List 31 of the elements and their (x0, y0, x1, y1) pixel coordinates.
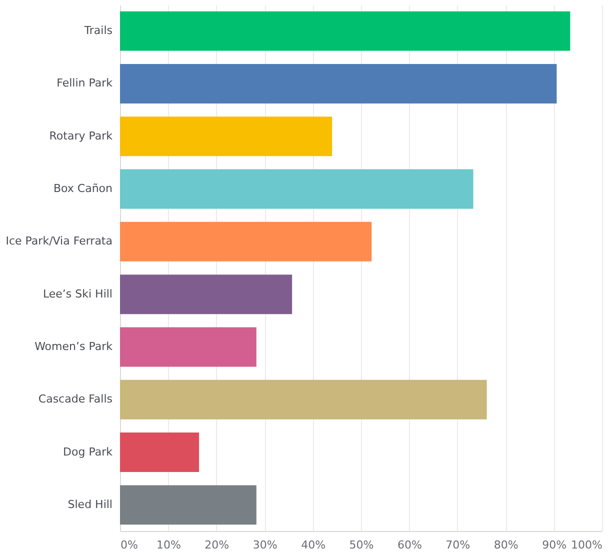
bar (120, 116, 332, 156)
y-tick-label: Cascade Falls (38, 392, 113, 406)
bar (120, 11, 570, 51)
y-tick-label: Ice Park/Via Ferrata (6, 234, 112, 248)
y-tick-label: Box Cañon (53, 182, 113, 196)
y-tick-label: Sled Hill (68, 498, 112, 511)
x-tick-label: 40% (301, 538, 326, 552)
x-tick-label: 80% (494, 538, 518, 552)
y-tick-label: Dog Park (63, 445, 114, 458)
bar (120, 64, 557, 104)
bar (120, 222, 372, 262)
x-tick-label: 90% (542, 538, 567, 552)
x-tick-label: 0% (120, 538, 138, 552)
x-tick-label: 50% (349, 538, 374, 552)
x-tick-label: 100% (571, 538, 602, 552)
y-tick-label: Lee’s Ski Hill (42, 287, 112, 300)
y-tick-label: Trails (83, 24, 113, 38)
y-tick-label: Fellin Park (56, 76, 114, 90)
bar (120, 432, 200, 472)
x-tick-label: 30% (252, 538, 278, 552)
bar (120, 169, 474, 209)
x-tick-label: 60% (397, 538, 422, 552)
x-tick-label: 20% (204, 538, 230, 552)
bar (120, 274, 292, 314)
bar (120, 380, 487, 420)
bar (120, 485, 256, 525)
x-tick-label: 10% (156, 538, 181, 552)
y-tick-label: Rotary Park (49, 129, 114, 142)
y-tick-label: Women’s Park (34, 340, 114, 353)
x-tick-label: 70% (446, 538, 470, 552)
bar (120, 327, 256, 367)
